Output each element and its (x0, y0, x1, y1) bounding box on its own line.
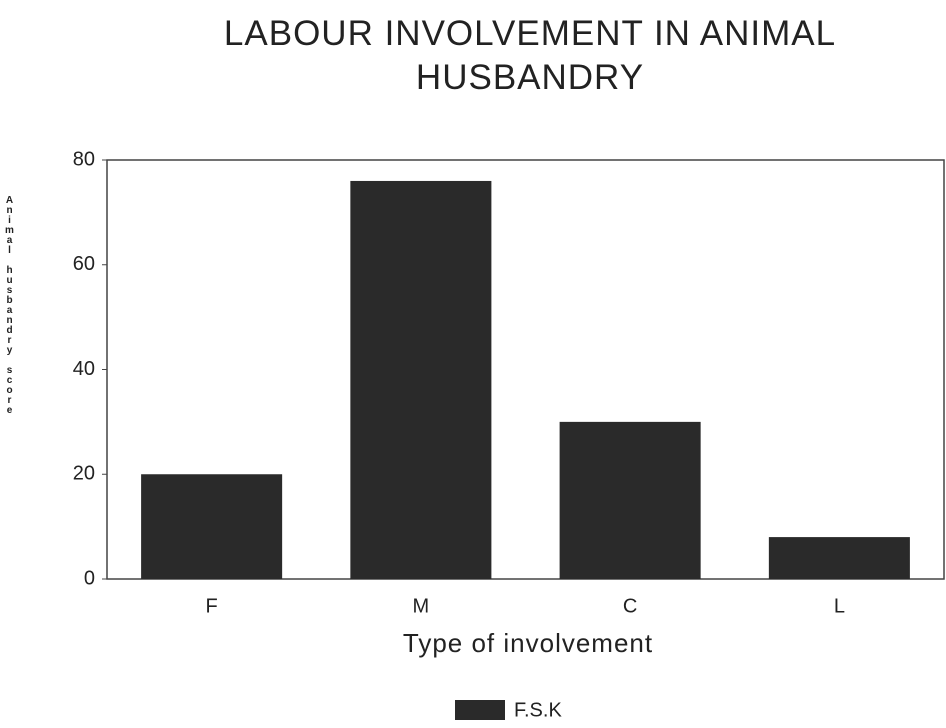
bar (141, 474, 283, 579)
x-tick-label: F (206, 595, 218, 617)
x-tick-label: M (413, 595, 430, 617)
bar (768, 537, 910, 579)
y-tick-label: 80 (73, 148, 95, 170)
legend-swatch (455, 700, 505, 720)
x-axis-label: Type of involvement (403, 628, 653, 658)
y-tick-label: 20 (73, 463, 95, 485)
bar (350, 180, 492, 579)
bar (559, 421, 701, 579)
y-axis-label: Animal husbandry score (4, 195, 15, 415)
y-tick-label: 40 (73, 358, 95, 380)
x-tick-label: C (623, 595, 637, 617)
x-tick-label: L (834, 595, 845, 617)
y-tick-label: 60 (73, 253, 95, 275)
y-tick-label: 0 (84, 567, 95, 589)
chart-title: LABOUR INVOLVEMENT IN ANIMAL HUSBANDRY (223, 14, 837, 97)
legend-label: F.S.K (514, 699, 562, 721)
